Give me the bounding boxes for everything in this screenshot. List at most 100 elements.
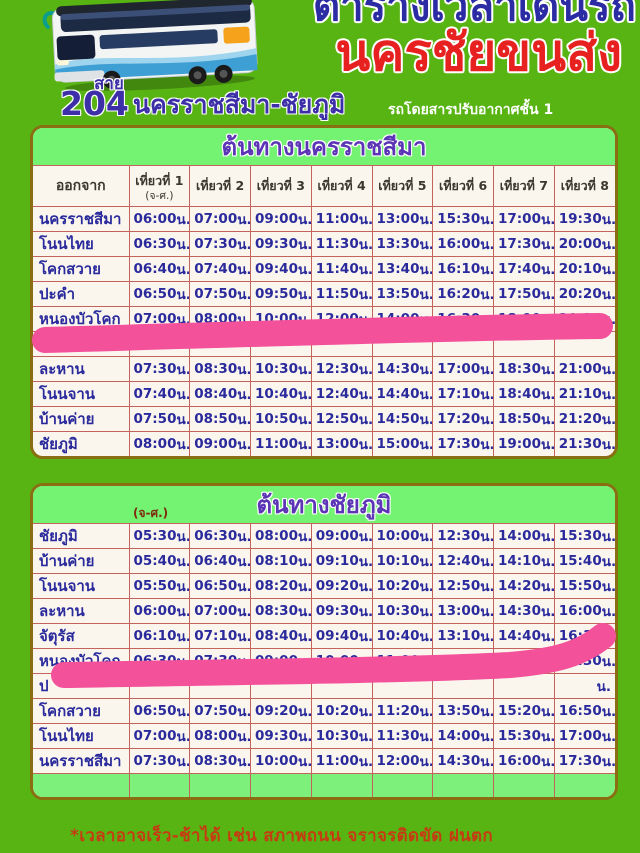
empty-cell	[493, 773, 555, 797]
time-cell	[250, 331, 312, 357]
time-cell: 17:30 น.	[553, 748, 615, 774]
time-cell: 21:00 น.	[553, 356, 615, 382]
time-cell: 21:10 น.	[553, 381, 615, 407]
time-cell	[250, 673, 312, 699]
time-cell	[553, 331, 615, 357]
time-cell: 17:10 น.	[432, 381, 494, 407]
time-cell: 08:00 น.	[250, 523, 312, 549]
time-cell: 10:40 น.	[371, 623, 434, 649]
table-row: ละหาน 06:00 น. 07:00 น. 08:30 น. 09:30 น. 10:30 น.…	[33, 598, 615, 624]
time-cell: 08:30 น.	[250, 598, 312, 624]
time-cell: 10:50 น.	[250, 406, 312, 432]
time-cell: 07:50 น.	[189, 281, 251, 307]
station-cell: โนนจาน	[33, 381, 130, 407]
station-cell: บ้านค่าย	[33, 406, 130, 432]
time-cell: 06:10 น.	[128, 623, 191, 649]
empty-cell	[553, 773, 615, 797]
time-cell	[432, 331, 494, 357]
station-cell: ป	[33, 673, 130, 699]
station-cell: จัตุรัส	[33, 623, 130, 649]
time-cell	[432, 673, 494, 699]
time-cell: 06:50 น.	[189, 573, 251, 599]
time-cell: 16:00 น.	[493, 748, 555, 774]
column-header-trip-3: เที่ยวที่ 3	[250, 165, 312, 207]
time-cell	[493, 673, 555, 699]
time-cell: 08:00 น.	[189, 723, 251, 749]
time-cell: 21:30 น.	[553, 431, 615, 456]
table-row: บ้านค่าย 05:40 น. 06:40 น. 08:10 น. 09:10 น. 10:1…	[33, 548, 615, 574]
table-row: โคกสวาย 06:40 น. 07:40 น. 09:40 น. 11:40 น. 13:40…	[33, 256, 615, 282]
time-cell: 14:00 น.	[432, 723, 494, 749]
poster-title: ตารางเวลาเดินรถ	[312, 0, 636, 30]
station-cell: หนองบัวโคก	[33, 306, 130, 332]
time-cell: 07:10 น.	[189, 623, 251, 649]
time-cell: 11:30 น.	[310, 231, 373, 257]
time-cell: 13:10 น.	[432, 623, 494, 649]
time-cell: 14:30 น.	[371, 356, 434, 382]
time-cell: 17:00 น.	[553, 723, 615, 749]
time-cell: 17:00 น.	[432, 356, 494, 382]
column-header-trip-5: เที่ยวที่ 5	[371, 165, 434, 207]
time-cell: 09:20 น.	[250, 698, 312, 724]
time-cell: 09:00 น.	[250, 648, 312, 674]
empty-cell	[128, 773, 191, 797]
time-cell: 05:50 น.	[128, 573, 191, 599]
time-cell	[128, 331, 191, 357]
time-cell	[189, 331, 251, 357]
time-cell: 19:30 น.	[553, 206, 615, 232]
time-cell	[189, 673, 251, 699]
time-cell: น.	[553, 673, 615, 699]
company-name: นครชัยขนส่ง	[335, 24, 622, 83]
station-cell: ปะคำ	[33, 281, 130, 307]
time-cell: 15:40 น.	[553, 548, 615, 574]
time-cell: 13:50 น.	[432, 698, 494, 724]
time-cell: 15:00 น.	[493, 648, 555, 674]
station-cell: ชัยภูมิ	[33, 431, 130, 456]
time-cell: 16:00 น.	[553, 598, 615, 624]
bus-image	[42, 0, 258, 91]
time-cell: 07:30 น.	[189, 231, 251, 257]
time-cell: 12:00 น.	[310, 306, 373, 332]
time-cell: 09:30 น.	[250, 723, 312, 749]
time-cell: 07:50 น.	[128, 406, 191, 432]
time-cell: 10:20 น.	[310, 698, 373, 724]
table-row: โนนไทย 07:00 น. 08:00 น. 09:30 น. 10:30 น. 11:30 น…	[33, 723, 615, 749]
time-cell: 08:00 น.	[128, 431, 191, 456]
time-cell: 14:30 น.	[432, 748, 494, 774]
time-cell: 12:30 น.	[432, 523, 494, 549]
time-cell: 14:40 น.	[371, 381, 434, 407]
route-line: 204 นครราชสีมา-ชัยภูมิ	[60, 84, 345, 125]
time-cell: 15:30 น.	[432, 206, 494, 232]
time-cell: 17:50 น.	[493, 281, 555, 307]
time-cell: 13:40 น.	[371, 256, 434, 282]
timetable-grid: ชัยภูมิ 05:30 น. 06:30 น. 08:00 น. 09:00 น. 10:00…	[33, 523, 615, 797]
time-cell: 20:10 น.	[553, 256, 615, 282]
time-cell: 07:00 น.	[189, 206, 251, 232]
time-cell: 08:30 น.	[189, 356, 251, 382]
time-cell: 21:20 น.	[553, 406, 615, 432]
time-cell: 14:20 น.	[493, 573, 555, 599]
time-cell: 06:30 น.	[128, 648, 191, 674]
time-cell: 07:30 น.	[128, 748, 191, 774]
time-cell: 06:30 น.	[189, 523, 251, 549]
table-row: นครราชสีมา 06:00 น. 07:00 น. 09:00 น. 11:00 น. 13…	[33, 206, 615, 232]
station-cell: หนองบัวโคก	[33, 648, 130, 674]
time-cell: 17:00 น.	[493, 206, 555, 232]
footer-note: *เวลาอาจเร็ว-ช้าได้ เช่น สภาพถนน จราจรติ…	[70, 826, 493, 846]
time-cell: 18:50 น.	[493, 406, 555, 432]
time-cell: 15:30 น.	[553, 523, 615, 549]
time-cell: 11:50 น.	[310, 281, 373, 307]
time-cell: 09:30 น.	[310, 598, 373, 624]
time-cell: 17:20 น.	[432, 406, 494, 432]
table-row: โนนจาน 05:50 น. 06:50 น. 08:20 น. 09:20 น. 10:20 น…	[33, 573, 615, 599]
station-cell: โนนไทย	[33, 723, 130, 749]
table-title-band: ต้นทางนครราชสีมา	[33, 128, 615, 165]
time-cell: 09:40 น.	[250, 256, 312, 282]
time-cell: 10:00 น.	[371, 523, 434, 549]
time-cell: 06:50 น.	[128, 698, 191, 724]
time-cell: 10:00 น.	[310, 648, 373, 674]
station-cell: นครราชสีมา	[33, 206, 130, 232]
column-header-trip-6: เที่ยวที่ 6	[432, 165, 494, 207]
table-row: โนนจาน 07:40 น. 08:40 น. 10:40 น. 12:40 น. 14:40 น…	[33, 381, 615, 407]
timetable-origin-chaiyaphum: ต้นทางชัยภูมิ (จ-ศ.) ชัยภูมิ 05:30 น. 06:30…	[30, 483, 618, 800]
